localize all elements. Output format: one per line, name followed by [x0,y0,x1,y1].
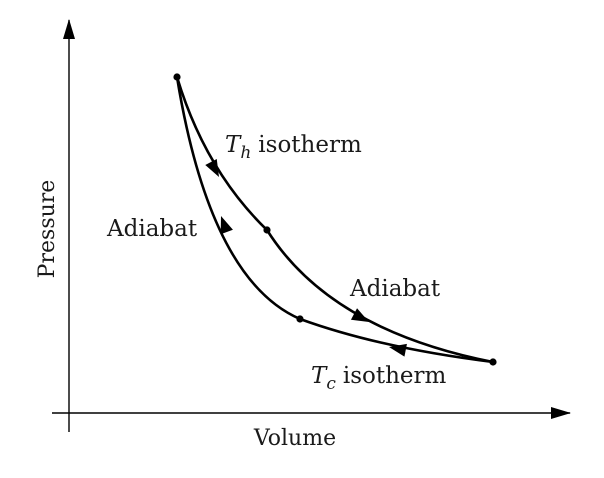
state-point-4 [296,315,304,323]
x-axis-label: Volume [253,426,336,451]
hot-isotherm-curve [175,76,268,231]
lower-adiabat-arrow [220,216,233,235]
cold-isotherm-arrow [389,343,407,357]
adiabat-left-label: Adiabat [106,216,198,242]
hot-isotherm-arrow [205,158,219,177]
y-axis-label: Pressure [35,180,60,279]
cold-isotherm-label: Tc isotherm [311,363,447,394]
lower-adiabat-curve [175,76,301,321]
state-point-3 [489,358,497,366]
state-point-1 [173,73,181,81]
cold-isotherm-curve [299,317,494,364]
hot-isotherm-label: Th isotherm [225,132,362,163]
upper-adiabat-arrow [350,308,369,322]
state-point-2 [263,226,271,234]
adiabat-right-label: Adiabat [349,276,441,302]
